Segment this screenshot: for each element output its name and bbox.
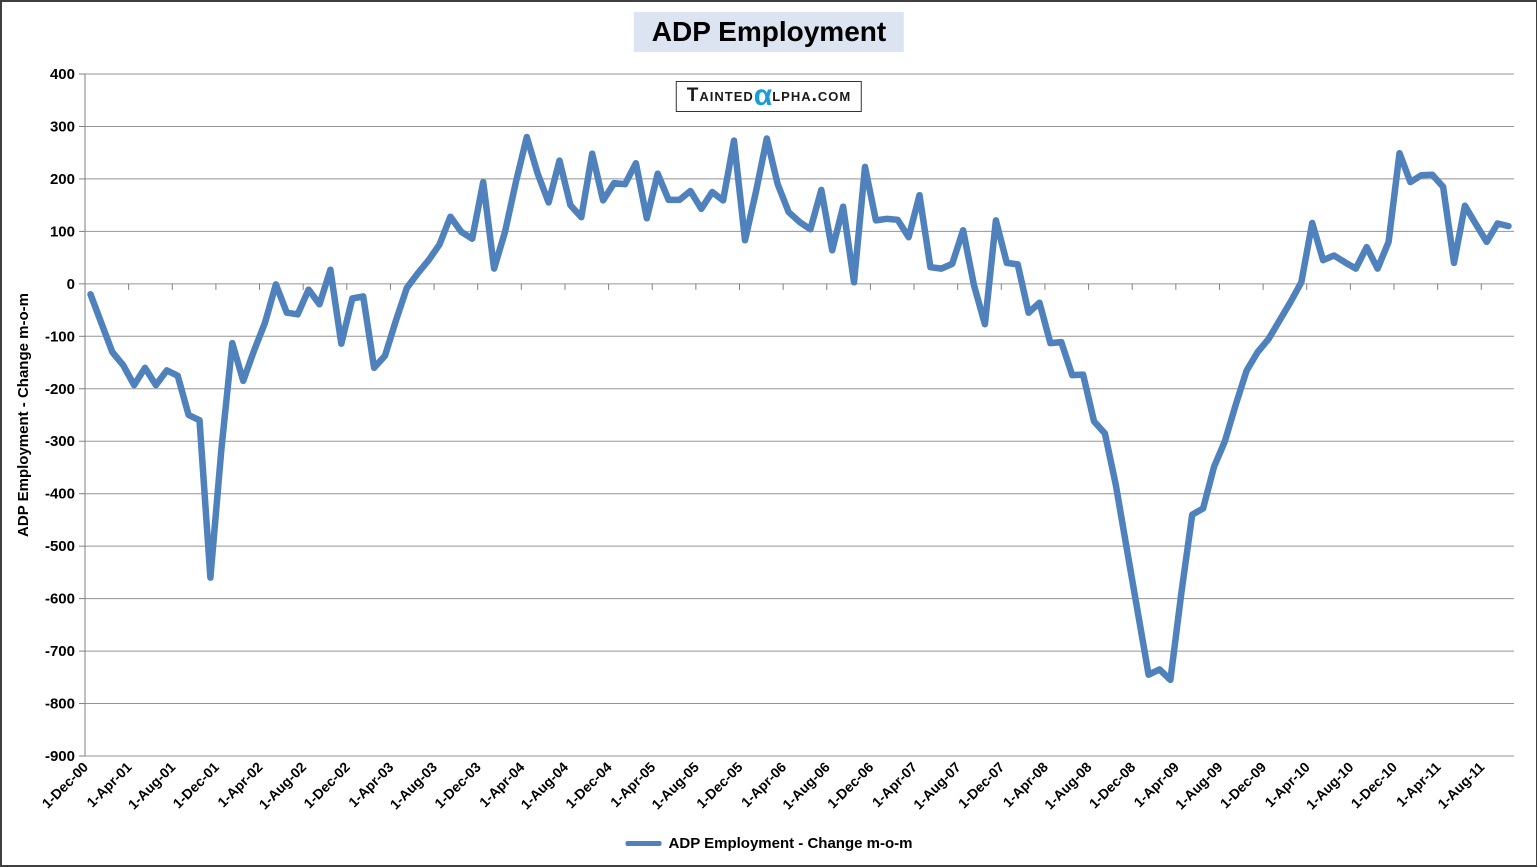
x-tick-label: 1-Dec-03	[431, 759, 484, 812]
x-tick-label: 1-Dec-08	[1086, 759, 1139, 812]
y-tick-label: -500	[45, 538, 75, 555]
y-tick-label: -400	[45, 486, 75, 503]
x-tick-label: 1-Dec-04	[562, 759, 615, 812]
y-tick-label: -700	[45, 643, 75, 660]
x-tick-label: 1-Dec-01	[169, 759, 222, 812]
alpha-glyph: α	[753, 79, 773, 112]
x-tick-label: 1-Aug-04	[517, 759, 571, 813]
y-tick-label: -300	[45, 433, 75, 450]
y-tick-label: -800	[45, 696, 75, 713]
y-tick-label: 400	[50, 66, 75, 83]
y-tick-label: 100	[50, 223, 75, 240]
y-tick-label: 0	[67, 276, 75, 293]
x-tick-label: 1-Aug-02	[256, 759, 310, 813]
watermark-text-post: lpha.com	[772, 85, 852, 106]
x-tick-label: 1-Aug-03	[387, 759, 441, 813]
x-tick-label: 1-Dec-09	[1217, 759, 1270, 812]
y-tick-label: 200	[50, 171, 75, 188]
y-tick-label: 300	[50, 118, 75, 135]
x-tick-label: 1-Aug-10	[1303, 759, 1357, 813]
x-tick-label: 1-Dec-00	[39, 759, 92, 812]
y-axis-title: ADP Employment - Change m-o-m	[15, 293, 32, 537]
watermark-logo: Tainted α lpha.com	[675, 79, 863, 112]
legend-line-swatch	[625, 841, 662, 846]
legend-label: ADP Employment - Change m-o-m	[668, 835, 913, 852]
series-line-adp-employment	[87, 133, 1512, 684]
x-tick-label: 1-Aug-01	[125, 759, 179, 813]
chart-title: ADP Employment	[633, 12, 905, 52]
x-tick-label: 1-Aug-05	[648, 759, 702, 813]
x-tick-label: 1-Dec-07	[955, 759, 1008, 812]
watermark-text-pre: Tainted	[686, 85, 754, 106]
x-tick-label: 1-Aug-07	[910, 759, 964, 813]
y-tick-label: -200	[45, 381, 75, 398]
y-tick-label: -900	[45, 748, 75, 765]
x-tick-label: 1-Dec-10	[1348, 759, 1401, 812]
x-tick-label: 1-Aug-06	[779, 759, 833, 813]
x-tick-label: 1-Aug-08	[1041, 759, 1095, 813]
y-tick-label: -600	[45, 591, 75, 608]
x-tick-label: 1-Aug-09	[1172, 759, 1226, 813]
legend: ADP Employment - Change m-o-m	[625, 835, 913, 852]
y-tick-label: -100	[45, 328, 75, 345]
x-tick-label: 1-Aug-11	[1434, 759, 1487, 812]
x-tick-label: 1-Dec-05	[693, 759, 746, 812]
x-tick-label: 1-Dec-06	[824, 759, 877, 812]
x-tick-label: 1-Dec-02	[300, 759, 353, 812]
